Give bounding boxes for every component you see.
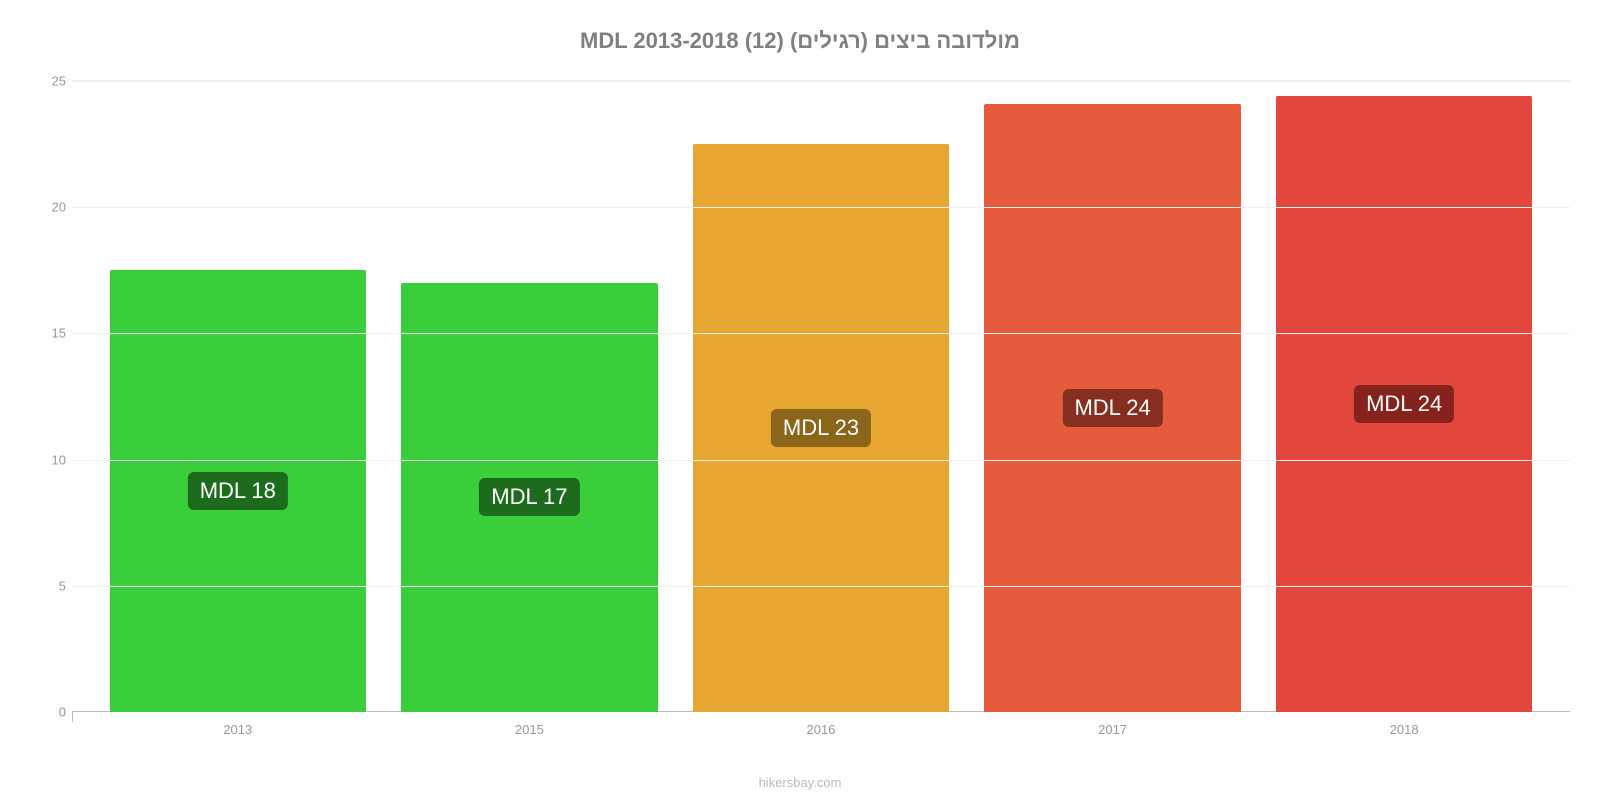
attribution-text: hikersbay.com: [0, 775, 1600, 790]
bar: MDL 24: [1276, 96, 1533, 712]
gridline: [72, 333, 1570, 334]
bar: MDL 18: [110, 270, 367, 712]
bar-value-label: MDL 24: [1062, 389, 1162, 427]
bar-value-label: MDL 17: [479, 478, 579, 516]
y-tick-label: 5: [30, 578, 66, 593]
chart-title: מולדובה ביצים (רגילים) (12) MDL 2013-201…: [0, 0, 1600, 54]
x-tick-label: 2017: [967, 714, 1259, 740]
bar: MDL 17: [401, 283, 658, 712]
y-tick-label: 20: [30, 200, 66, 215]
chart-area: MDL 18MDL 17MDL 23MDL 24MDL 24 051015202…: [72, 80, 1570, 740]
bars-container: MDL 18 MDL 17 MDL 23 MDL 24 MDL 24: [72, 81, 1570, 712]
y-tick-label: 0: [30, 705, 66, 720]
gridline: [72, 586, 1570, 587]
y-tick-label: 15: [30, 326, 66, 341]
bar-value-label: MDL 23: [771, 409, 871, 447]
x-tick-label: 2018: [1258, 714, 1550, 740]
bar-slot: MDL 24: [1258, 81, 1550, 712]
bar-slot: MDL 17: [384, 81, 676, 712]
gridline: [72, 81, 1570, 82]
bar: MDL 24: [984, 104, 1241, 712]
x-tick-label: 2013: [92, 714, 384, 740]
y-tick-label: 25: [30, 74, 66, 89]
bar-value-label: MDL 24: [1354, 385, 1454, 423]
plot-region: MDL 18MDL 17MDL 23MDL 24MDL 24 051015202…: [72, 80, 1570, 712]
bar: MDL 23: [693, 144, 950, 712]
gridline: [72, 460, 1570, 461]
gridline: [72, 207, 1570, 208]
bar-value-label: MDL 18: [188, 472, 288, 510]
x-tick-label: 2015: [384, 714, 676, 740]
bar-slot: MDL 23: [675, 81, 967, 712]
x-axis-labels: 20132015201620172018: [72, 714, 1570, 740]
y-tick-label: 10: [30, 452, 66, 467]
bar-slot: MDL 18: [92, 81, 384, 712]
x-tick-label: 2016: [675, 714, 967, 740]
bar-slot: MDL 24: [967, 81, 1259, 712]
